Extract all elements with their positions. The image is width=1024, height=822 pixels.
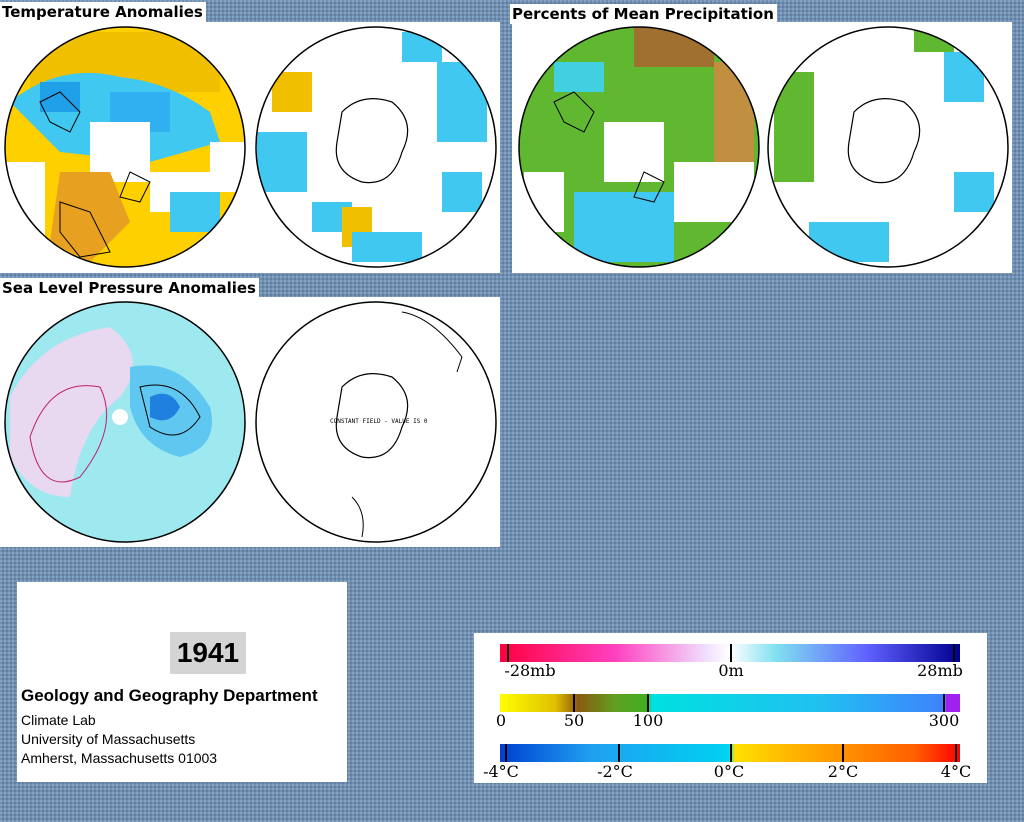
info-box: 1941 Geology and Geography Department Cl… <box>17 582 347 782</box>
precipitation-label-100: 100 <box>632 711 664 730</box>
precipitation-label-50: 50 <box>563 711 585 730</box>
pressure-north-hemisphere-map <box>4 301 246 543</box>
temperature-title: Temperature Anomalies <box>0 2 206 22</box>
pressure-label-max: 28mb <box>917 661 963 680</box>
pressure-label-min: -28mb <box>504 661 556 680</box>
pressure-title: Sea Level Pressure Anomalies <box>0 278 259 298</box>
precipitation-south-hemisphere-map <box>767 26 1009 268</box>
precipitation-title: Percents of Mean Precipitation <box>510 4 777 24</box>
temperature-label-plus4: 4°C <box>940 762 972 781</box>
temperature-label-minus4: -4°C <box>483 762 519 781</box>
precipitation-north-hemisphere-map <box>518 26 760 268</box>
temperature-north-hemisphere-map <box>4 26 246 268</box>
temperature-label-plus2: 2°C <box>827 762 859 781</box>
temperature-south-hemisphere-map <box>255 26 497 268</box>
university-name: University of Massachusetts <box>21 731 196 747</box>
department-name: Geology and Geography Department <box>21 686 318 705</box>
color-legend: -28mb 0m 28mb 0 50 100 300 -4°C -2°C 0°C… <box>474 633 987 783</box>
temperature-color-bar <box>500 744 960 762</box>
pressure-label-mid: 0m <box>718 661 744 680</box>
year-label: 1941 <box>170 632 246 674</box>
pressure-constant-note: CONSTANT FIELD - VALUE IS 0 <box>330 418 428 425</box>
temperature-label-minus2: -2°C <box>597 762 633 781</box>
precipitation-label-300: 300 <box>928 711 960 730</box>
pressure-south-hemisphere-map <box>255 301 497 543</box>
address-line: Amherst, Massachusetts 01003 <box>21 750 218 766</box>
precipitation-color-bar <box>500 694 960 712</box>
lab-name: Climate Lab <box>21 712 96 728</box>
temperature-label-0: 0°C <box>713 762 745 781</box>
pressure-color-bar <box>500 644 960 662</box>
precipitation-label-0: 0 <box>495 711 507 730</box>
